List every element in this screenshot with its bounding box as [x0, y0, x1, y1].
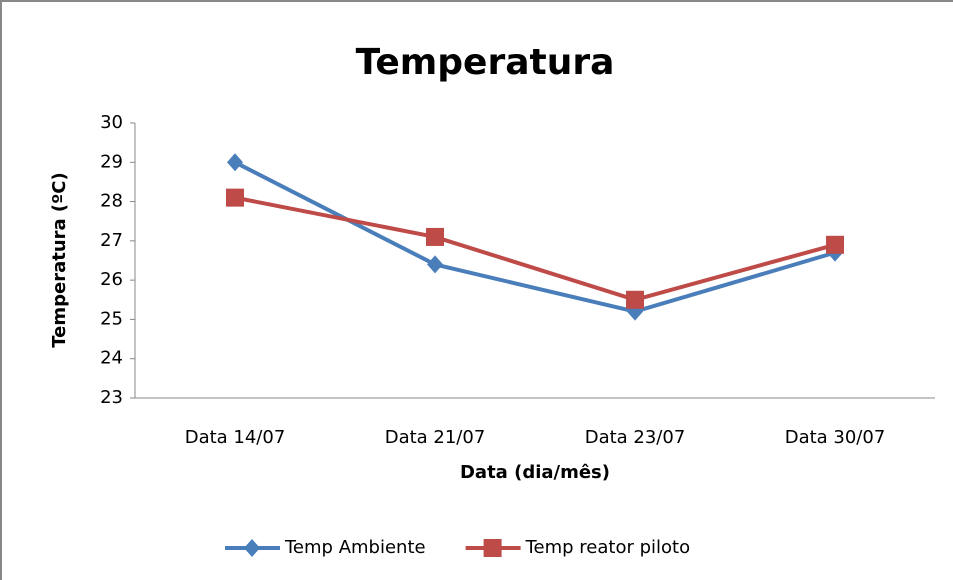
chart-title: Temperatura — [356, 42, 615, 83]
legend-label: Temp reator piloto — [525, 537, 691, 558]
data-point — [427, 255, 443, 274]
x-tick-label: Data 14/07 — [185, 427, 286, 448]
y-axis-label: Temperatura (ºC) — [49, 172, 70, 348]
data-point — [227, 153, 243, 172]
y-tick-label: 26 — [100, 269, 123, 290]
y-tick-label: 24 — [100, 348, 123, 369]
x-tick-label: Data 23/07 — [585, 427, 686, 448]
data-point — [226, 188, 244, 207]
y-tick-label: 23 — [100, 387, 123, 408]
y-tick-label: 28 — [100, 191, 123, 212]
legend-marker — [483, 539, 502, 557]
legend-marker — [244, 539, 260, 557]
y-tick-label: 30 — [100, 112, 123, 133]
x-tick-label: Data 30/07 — [785, 427, 886, 448]
x-tick-label: Data 21/07 — [385, 427, 486, 448]
y-tick-label: 25 — [100, 308, 123, 329]
data-point — [826, 235, 844, 254]
legend-label: Temp Ambiente — [284, 537, 426, 558]
data-point — [626, 290, 644, 309]
series-line — [234, 160, 836, 314]
series-line — [234, 195, 836, 302]
y-tick-label: 27 — [100, 230, 123, 251]
data-point — [426, 227, 444, 246]
x-axis-label: Data (dia/mês) — [460, 462, 610, 483]
y-tick-label: 29 — [100, 151, 123, 172]
